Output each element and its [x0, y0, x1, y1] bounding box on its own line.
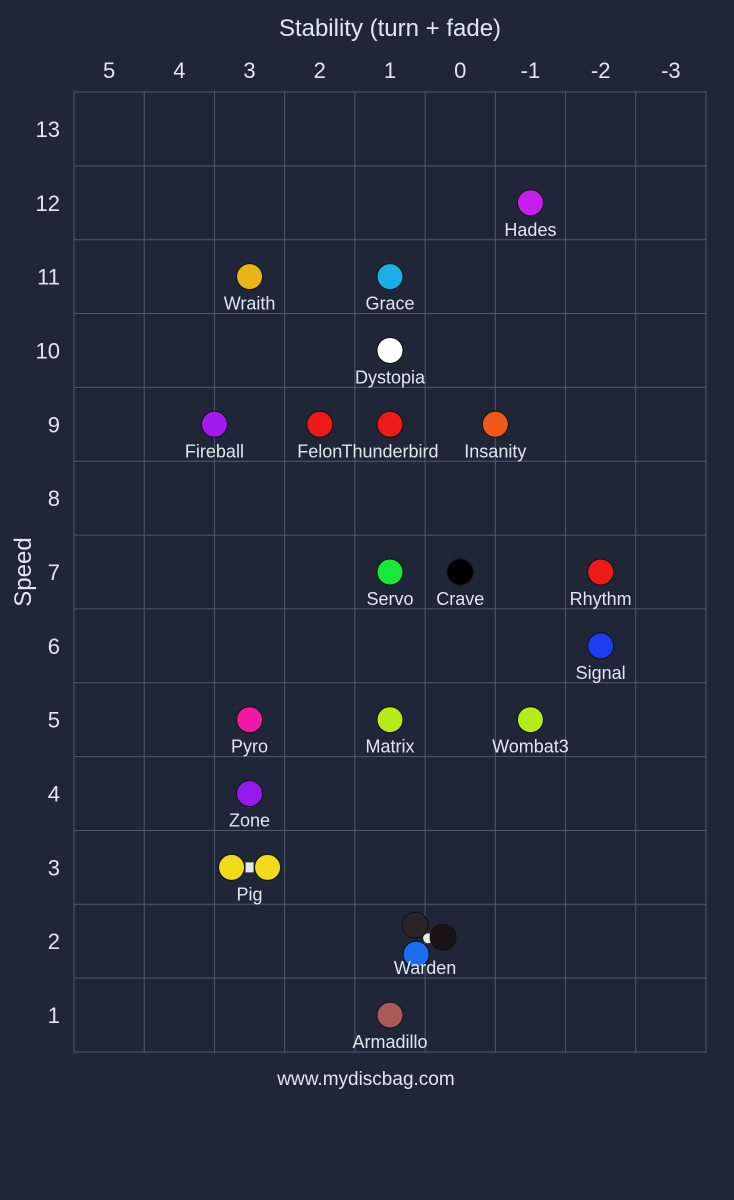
y-axis-title: Speed: [10, 537, 37, 606]
disc-marker: [516, 706, 544, 734]
x-tick-label: 4: [173, 58, 185, 83]
disc-marker: [236, 263, 264, 291]
disc-label: Signal: [576, 663, 626, 683]
disc-label: Wraith: [224, 294, 276, 314]
y-tick-label: 5: [48, 708, 60, 733]
cluster-connector: [245, 862, 254, 873]
disc-point-zone: Zone: [229, 780, 270, 831]
y-tick-label: 7: [48, 560, 60, 585]
disc-point-insanity: Insanity: [464, 410, 526, 461]
disc-point-pig: Pig: [218, 853, 282, 904]
disc-point-wombat3: Wombat3: [492, 706, 569, 757]
disc-point-servo: Servo: [366, 558, 414, 609]
disc-point-felon: Felon: [297, 410, 342, 461]
disc-label: Servo: [366, 589, 413, 609]
y-tick-label: 8: [48, 486, 60, 511]
x-axis-title: Stability (turn + fade): [279, 15, 501, 42]
disc-label: Pig: [237, 884, 263, 904]
x-tick-label: 1: [384, 58, 396, 83]
disc-label: Insanity: [464, 441, 526, 461]
disc-marker: [376, 336, 404, 364]
disc-label: Rhythm: [570, 589, 632, 609]
disc-marker: [516, 189, 544, 217]
disc-marker: [376, 706, 404, 734]
disc-marker: [376, 1001, 404, 1029]
disc-marker: [376, 410, 404, 438]
y-tick-label: 6: [48, 634, 60, 659]
disc-marker: [306, 410, 334, 438]
x-tick-label: -2: [591, 58, 611, 83]
disc-marker: [587, 632, 615, 660]
plot-frame: [73, 91, 707, 1053]
disc-point-hades: Hades: [504, 189, 556, 240]
disc-marker: [218, 853, 246, 881]
y-tick-label: 11: [37, 265, 60, 290]
x-tick-label: -1: [521, 58, 541, 83]
y-tick-label: 3: [48, 855, 60, 880]
x-tick-label: 2: [314, 58, 326, 83]
x-axis-ticks: 5 4 3 2 1 0 -1 -2 -3: [103, 58, 681, 83]
disc-point-rhythm: Rhythm: [570, 558, 632, 609]
disc-label: Fireball: [185, 441, 244, 461]
disc-point-wraith: Wraith: [224, 263, 276, 314]
y-tick-label: 13: [36, 117, 60, 142]
disc-label: Hades: [504, 220, 556, 240]
y-tick-label: 12: [36, 191, 60, 216]
y-tick-label: 1: [48, 1003, 60, 1028]
disc-marker: [236, 706, 264, 734]
disc-label: Grace: [365, 294, 414, 314]
x-tick-label: 0: [454, 58, 466, 83]
disc-point-fireball: Fireball: [185, 410, 244, 461]
disc-marker: [402, 940, 430, 968]
disc-point-dystopia: Dystopia: [355, 336, 426, 387]
disc-point-warden: Warden: [394, 911, 457, 978]
y-tick-label: 10: [36, 338, 60, 363]
disc-point-grace: Grace: [365, 263, 415, 314]
disc-marker: [401, 911, 429, 939]
disc-marker: [429, 923, 457, 951]
x-tick-label: -3: [661, 58, 681, 83]
disc-point-armadillo: Armadillo: [352, 1001, 428, 1052]
disc-marker: [376, 558, 404, 586]
disc-marker: [376, 263, 404, 291]
disc-points: Hades Wraith Grace Dystopia Fireball Felon Thu…: [185, 189, 632, 1052]
disc-marker: [236, 780, 264, 808]
disc-marker: [446, 558, 474, 586]
disc-label: Zone: [229, 811, 270, 831]
x-tick-label: 5: [103, 58, 115, 83]
disc-label: Dystopia: [355, 367, 426, 387]
y-tick-label: 4: [48, 782, 60, 807]
disc-point-thunderbird: Thunderbird: [341, 410, 439, 461]
disc-marker: [254, 853, 282, 881]
disc-label: Wombat3: [492, 737, 569, 757]
footer-url: www.mydiscbag.com: [276, 1069, 454, 1090]
disc-marker: [200, 410, 228, 438]
y-tick-label: 9: [48, 412, 60, 437]
disc-label: Thunderbird: [341, 441, 438, 461]
x-tick-label: 3: [243, 58, 255, 83]
disc-label: Felon: [297, 441, 342, 461]
disc-point-signal: Signal: [576, 632, 626, 683]
disc-label: Warden: [394, 958, 456, 978]
disc-point-crave: Crave: [436, 558, 484, 609]
disc-label: Matrix: [366, 737, 415, 757]
disc-marker: [587, 558, 615, 586]
disc-point-matrix: Matrix: [366, 706, 415, 757]
disc-label: Pyro: [231, 737, 268, 757]
y-tick-label: 2: [48, 929, 60, 954]
disc-marker: [481, 410, 509, 438]
grid: [73, 91, 707, 1053]
disc-point-pyro: Pyro: [231, 706, 268, 757]
disc-label: Armadillo: [352, 1032, 427, 1052]
disc-label: Crave: [436, 589, 484, 609]
